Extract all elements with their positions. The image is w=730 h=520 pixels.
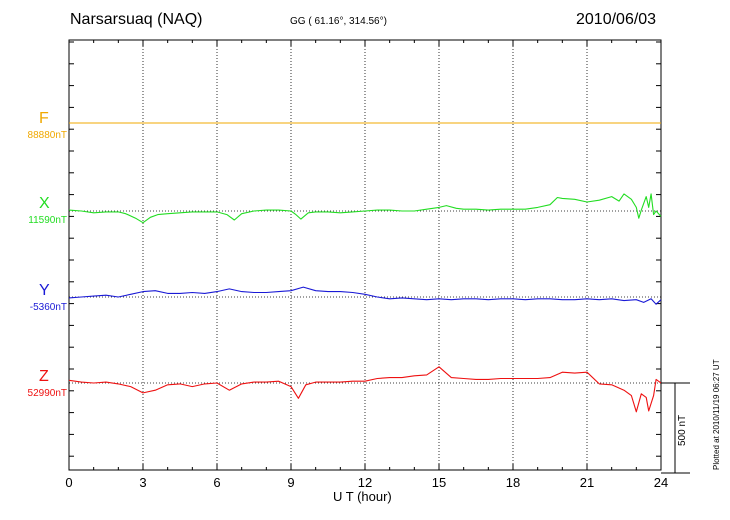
component-label-x: X — [39, 195, 50, 212]
x-tick-label: 21 — [580, 475, 594, 490]
date-label: 2010/06/03 — [576, 11, 657, 28]
component-label-f: F — [39, 110, 49, 127]
series-line-x — [68, 193, 662, 224]
geographic-coordinates: GG ( 61.16°, 314.56°) — [290, 16, 387, 27]
plotted-timestamp: Plotted at 2010/11/19 06:27 UT — [712, 359, 721, 470]
station-title: Narsarsuaq (NAQ) — [70, 11, 203, 28]
x-tick-label: 9 — [287, 475, 294, 490]
x-tick-label: 15 — [432, 475, 446, 490]
component-label-y: Y — [39, 282, 50, 299]
baseline-value-f: 88880nT — [27, 130, 67, 141]
scale-bar-label: 500 nT — [677, 414, 688, 446]
series-line-y — [68, 286, 662, 305]
component-label-z: Z — [39, 368, 49, 385]
x-tick-label: 6 — [213, 475, 220, 490]
baseline-value-x: 11590nT — [28, 215, 67, 226]
x-tick-label: 3 — [139, 475, 146, 490]
series-group — [68, 122, 662, 413]
scale-bar — [661, 382, 690, 474]
series-line-z — [68, 366, 662, 413]
x-axis-label: U T (hour) — [333, 489, 392, 504]
baseline-value-y: -5360nT — [29, 302, 67, 313]
plot-border — [68, 39, 662, 471]
baseline-value-z: 52990nT — [27, 388, 67, 399]
plot-frame: 0 3 6 9 12 15 18 21 24 — [65, 39, 668, 490]
x-tick-label: 12 — [358, 475, 372, 490]
x-tick-label: 24 — [654, 475, 668, 490]
grid — [69, 40, 661, 470]
x-tick-label: 18 — [506, 475, 520, 490]
x-tick-label: 0 — [65, 475, 72, 490]
